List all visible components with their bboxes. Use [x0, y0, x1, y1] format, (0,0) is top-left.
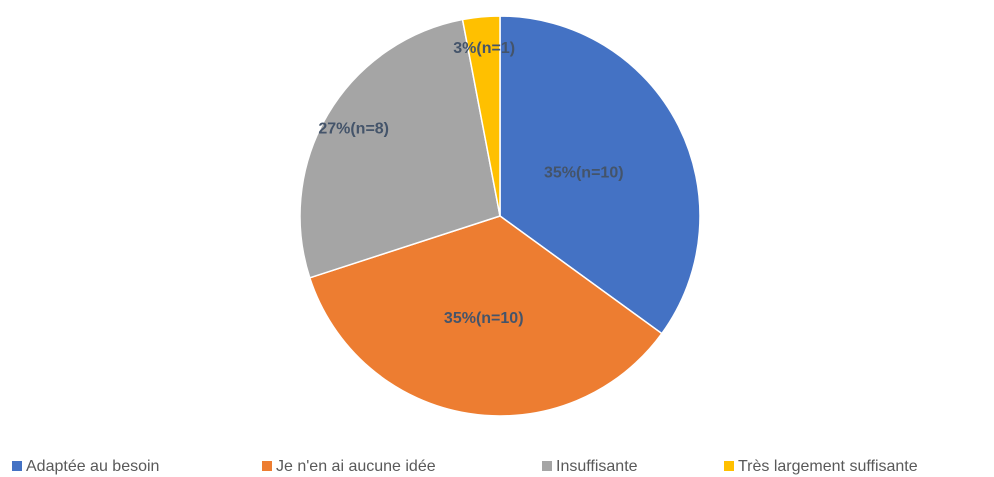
- legend-label: Adaptée au besoin: [26, 458, 159, 475]
- pie-slice: [461, 15, 501, 217]
- legend-label: Je n'en ai aucune idée: [276, 458, 436, 475]
- pie-slice: [299, 18, 501, 279]
- legend-label: Insuffisante: [556, 458, 638, 475]
- legend-swatch: [12, 461, 22, 471]
- pie-slice: [308, 215, 663, 417]
- legend-label: Très largement suffisante: [738, 458, 918, 475]
- legend-swatch: [542, 461, 552, 471]
- legend-swatch: [724, 461, 734, 471]
- slice-label: 3%(n=1): [453, 40, 515, 57]
- slice-label: 35%(n=10): [544, 165, 624, 182]
- slice-label: 27%(n=8): [318, 121, 389, 138]
- legend-swatch: [262, 461, 272, 471]
- slice-label: 35%(n=10): [444, 310, 524, 327]
- pie-slice: [499, 15, 701, 335]
